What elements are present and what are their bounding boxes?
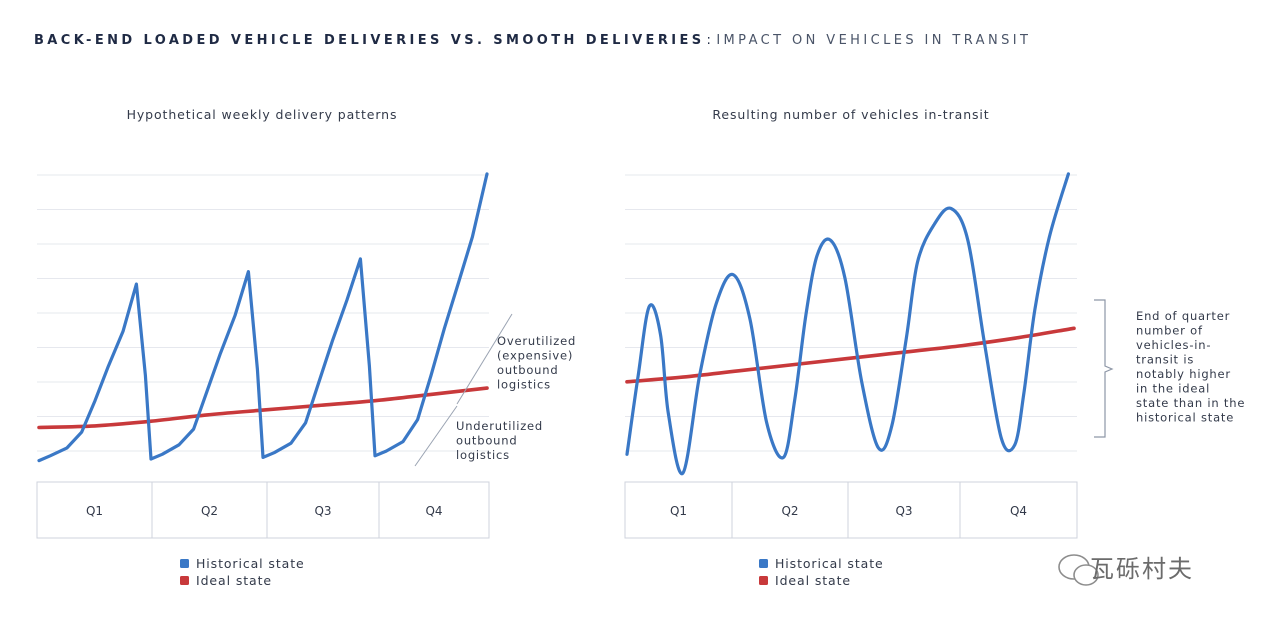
wechat-icon bbox=[1058, 554, 1099, 586]
chart-2-annotation-bracket bbox=[1094, 299, 1114, 438]
chart-1-tick-q4: Q4 bbox=[425, 504, 442, 518]
chart-2-annotation-line: vehicles-in- bbox=[1136, 338, 1211, 352]
chart-1-title: Hypothetical weekly delivery patterns bbox=[127, 107, 398, 122]
page-title-separator: : bbox=[706, 33, 715, 48]
legend-2-swatch-ideal-state bbox=[759, 576, 768, 585]
chart-1-axis-box bbox=[36, 481, 490, 539]
chart-1-annotation-underutilized-line: Underutilized bbox=[456, 419, 543, 433]
chart-1-annotation-leader bbox=[456, 313, 513, 405]
page-title: BACK-END LOADED VEHICLE DELIVERIES VS. S… bbox=[34, 33, 1031, 48]
chart-1-annotation-overutilized-line: logistics bbox=[497, 378, 551, 392]
chart-2-series-ideal-state-line bbox=[625, 326, 1076, 384]
chart-1-annotation-overutilized-line: (expensive) bbox=[497, 349, 573, 363]
page-title-main: BACK-END LOADED VEHICLE DELIVERIES VS. S… bbox=[34, 33, 705, 48]
legend-2-label-ideal-state: Ideal state bbox=[775, 573, 851, 588]
chart-2-annotation-line: transit is bbox=[1136, 353, 1194, 367]
page-title-sub: IMPACT ON VEHICLES IN TRANSIT bbox=[716, 33, 1032, 48]
chart-1-annotation-underutilized-line: logistics bbox=[456, 448, 510, 462]
chart-2-annotation-line: notably higher bbox=[1136, 367, 1231, 381]
chart-1-annotation-overutilized-line: Overutilized bbox=[497, 334, 576, 348]
chart-1-annotation-overutilized-line: outbound bbox=[497, 363, 558, 377]
chart-1-tick-q3: Q3 bbox=[314, 504, 331, 518]
chart-1-annotation-underutilized-line: outbound bbox=[456, 434, 517, 448]
chart-2-tick-q3: Q3 bbox=[895, 504, 912, 518]
chart-2-tick-q2: Q2 bbox=[781, 504, 798, 518]
chart-2-tick-q1: Q1 bbox=[670, 504, 687, 518]
legend-2-label-historical-state: Historical state bbox=[775, 556, 884, 571]
chart-1-tick-q2: Q2 bbox=[201, 504, 218, 518]
legend-1-label-ideal-state: Ideal state bbox=[196, 573, 272, 588]
chart-1-series-ideal-state-line bbox=[37, 386, 489, 430]
chart-2-annotation-line: number of bbox=[1136, 324, 1203, 338]
chart-2-annotation-line: state than in the bbox=[1136, 396, 1245, 410]
wechat-icon-bubble-small bbox=[1073, 564, 1099, 586]
watermark-text: 瓦砾村夫 bbox=[1090, 555, 1194, 583]
chart-1-annotation-leader bbox=[414, 405, 458, 467]
chart-2-annotation-line: End of quarter bbox=[1136, 309, 1230, 323]
chart-2-annotation-line: in the ideal bbox=[1136, 382, 1210, 396]
chart-2-title: Resulting number of vehicles in-transit bbox=[712, 107, 989, 122]
chart-2-axis-box bbox=[624, 481, 1078, 539]
chart-1-series-historical-state-line bbox=[37, 172, 489, 463]
legend-1-label-historical-state: Historical state bbox=[196, 556, 305, 571]
legend-1-swatch-historical-state bbox=[180, 559, 189, 568]
chart-2-annotation-line: historical state bbox=[1136, 411, 1234, 425]
chart-2-tick-q4: Q4 bbox=[1010, 504, 1027, 518]
chart-1-tick-q1: Q1 bbox=[86, 504, 103, 518]
chart-2-series-historical-state-line bbox=[625, 172, 1070, 476]
legend-2-swatch-historical-state bbox=[759, 559, 768, 568]
legend-1-swatch-ideal-state bbox=[180, 576, 189, 585]
